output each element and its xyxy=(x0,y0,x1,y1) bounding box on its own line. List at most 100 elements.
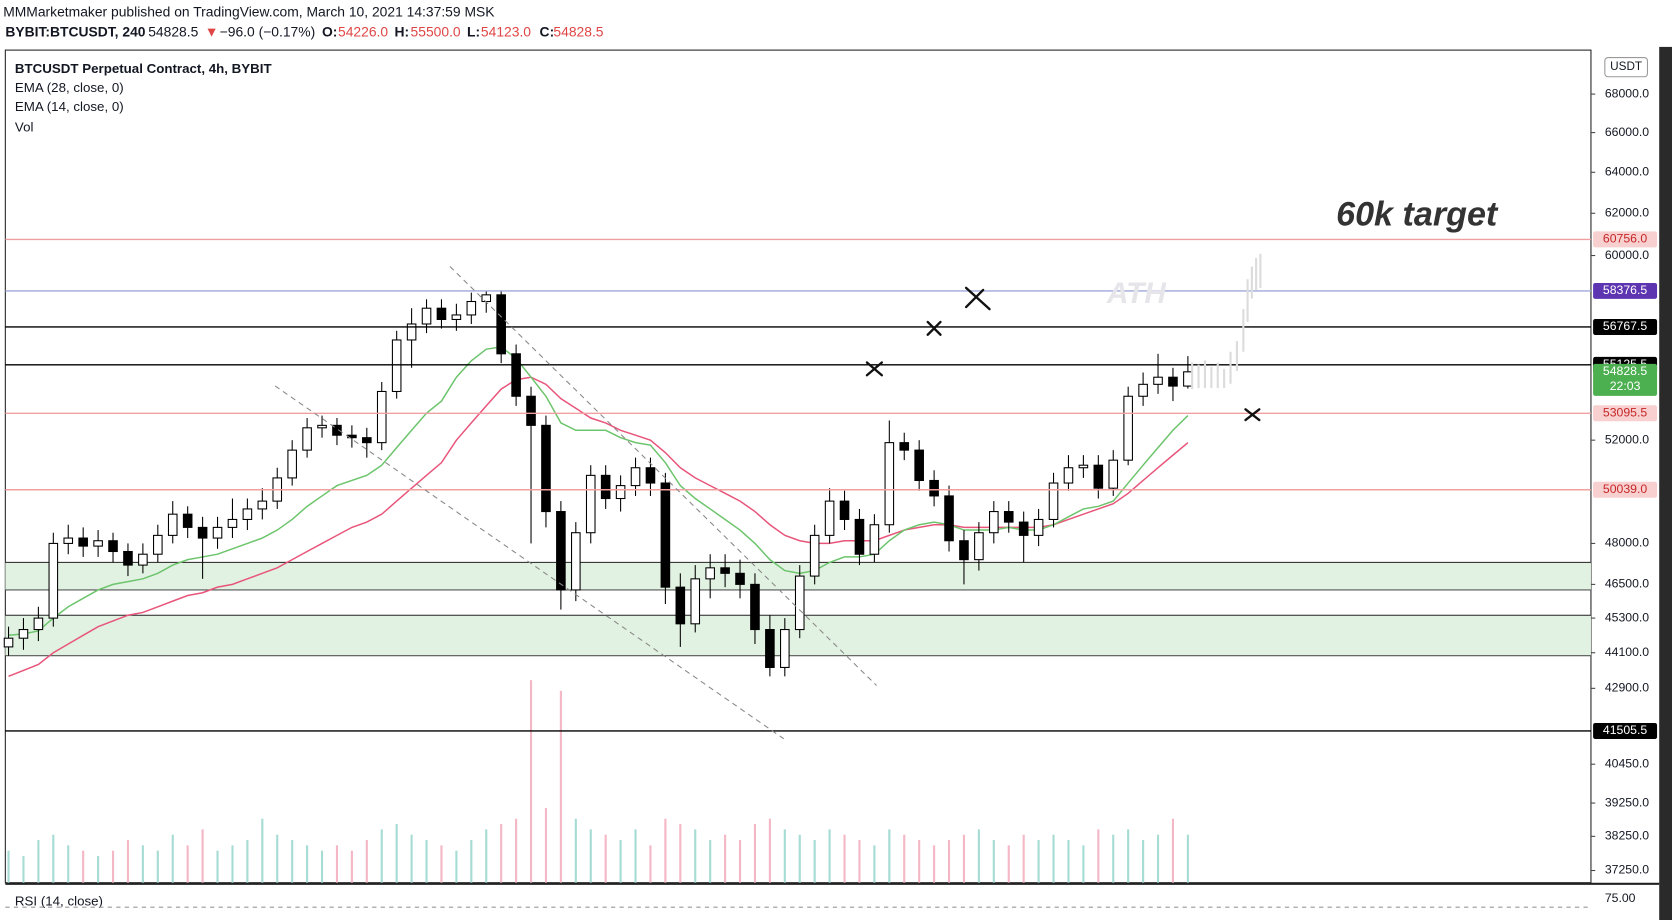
candle-body xyxy=(18,629,29,639)
candle-body xyxy=(78,537,88,547)
volume-bar xyxy=(1156,834,1160,883)
volume-bar xyxy=(753,824,757,883)
volume-bar xyxy=(858,840,861,883)
volume-bar xyxy=(395,824,398,883)
volume-bar xyxy=(1037,840,1040,883)
candle-body xyxy=(317,424,327,429)
volume-bar xyxy=(1097,829,1100,883)
price-label-box xyxy=(1593,231,1658,248)
volume-bar xyxy=(141,845,144,883)
volume-bar xyxy=(962,834,966,883)
volume-bar xyxy=(1186,834,1189,883)
price-label-box xyxy=(1593,405,1658,422)
trend-line xyxy=(274,385,785,740)
price-label: 41505.5 xyxy=(1603,723,1647,737)
candle-body xyxy=(660,482,671,588)
symbol: BYBIT:BTCUSDT, 240 xyxy=(5,24,145,40)
candle-body xyxy=(511,353,521,397)
volume-bar xyxy=(261,818,264,883)
price-label: 60756.0 xyxy=(1603,232,1647,246)
publisher: MMMarketmaker published on TradingView.c… xyxy=(3,3,495,19)
price-label: 54828.5 xyxy=(1603,364,1647,378)
volume-bar xyxy=(380,829,383,883)
rsi-label: RSI (14, close) xyxy=(15,893,103,908)
candle-body xyxy=(1033,518,1044,536)
candle-body xyxy=(138,553,148,566)
candle-body xyxy=(153,534,163,555)
volume-bar xyxy=(1142,840,1145,883)
currency-box xyxy=(1604,57,1649,78)
volume-bar xyxy=(291,840,294,883)
candle-body xyxy=(466,300,477,316)
price-label: 53095.5 xyxy=(1603,405,1647,419)
volume-bar xyxy=(455,850,458,883)
volume-bar xyxy=(992,840,995,883)
candle-body xyxy=(585,474,596,534)
candle-body xyxy=(615,485,626,500)
candle-body xyxy=(451,314,462,320)
y-tick-label: 40450.0 xyxy=(1605,756,1649,770)
y-tick-label: 68000.0 xyxy=(1605,86,1649,100)
candle-body xyxy=(332,424,342,436)
ohlc-value: 55500.0 xyxy=(411,24,461,40)
price-label-box xyxy=(1593,282,1658,299)
candle-body xyxy=(33,617,44,631)
candle-body xyxy=(391,339,402,393)
candle-body xyxy=(824,500,835,536)
candle-body xyxy=(884,442,895,526)
volume-bar xyxy=(1082,845,1085,883)
volume-bar xyxy=(589,829,592,883)
volume-bar xyxy=(126,840,130,883)
candle-body xyxy=(675,586,686,625)
ohlc-key: H: xyxy=(395,24,410,40)
volume-bar xyxy=(649,845,652,883)
candle-body xyxy=(630,467,641,487)
candle-body xyxy=(123,550,133,566)
y-tick-label: 37250.0 xyxy=(1605,863,1649,877)
currency: USDT xyxy=(1610,60,1642,73)
candle-body xyxy=(720,567,730,574)
volume-bar xyxy=(156,850,159,883)
legend-entry: Vol xyxy=(15,119,34,134)
ohlc-value: 54828.5 xyxy=(553,24,603,40)
volume-bar xyxy=(1067,840,1070,883)
volume-bar xyxy=(37,840,40,883)
price-label: 56767.5 xyxy=(1603,319,1647,333)
price-label-box xyxy=(1593,722,1658,739)
volume-bar xyxy=(82,850,85,883)
volume-bar xyxy=(440,845,443,883)
candle-body xyxy=(869,524,880,555)
candle-body xyxy=(167,513,178,536)
candle-body xyxy=(376,390,387,444)
candle-body xyxy=(944,495,954,542)
ohlc-value: 54123.0 xyxy=(481,24,531,40)
candle-body xyxy=(1063,467,1074,484)
candle-body xyxy=(212,526,223,539)
volume-bar xyxy=(67,845,70,883)
candle-body xyxy=(481,294,492,303)
candle-body xyxy=(496,294,506,355)
candle-body xyxy=(794,575,805,631)
volume-bar xyxy=(694,829,697,883)
candle-body xyxy=(1123,395,1133,461)
candle-body xyxy=(287,449,297,479)
volume-bar xyxy=(246,840,249,883)
volume-bar xyxy=(276,834,279,883)
candle-body xyxy=(839,500,850,520)
volume-bar xyxy=(485,829,488,883)
y-tick-label: 62000.0 xyxy=(1605,205,1649,219)
volume-bar xyxy=(768,818,771,883)
volume-bar xyxy=(903,834,906,883)
volume-bar xyxy=(500,824,503,883)
price-label: 58376.5 xyxy=(1603,283,1647,297)
candle-body xyxy=(899,442,910,451)
window-edge xyxy=(1659,46,1672,920)
volume-bar xyxy=(947,840,951,883)
volume-bar xyxy=(216,850,219,883)
candle-body xyxy=(1093,464,1104,489)
x-marks xyxy=(865,286,1261,422)
volume-bar xyxy=(679,824,682,883)
ath-annotation: ATH xyxy=(1106,277,1168,310)
volume-bar xyxy=(350,850,353,883)
candle-body xyxy=(1108,459,1119,489)
